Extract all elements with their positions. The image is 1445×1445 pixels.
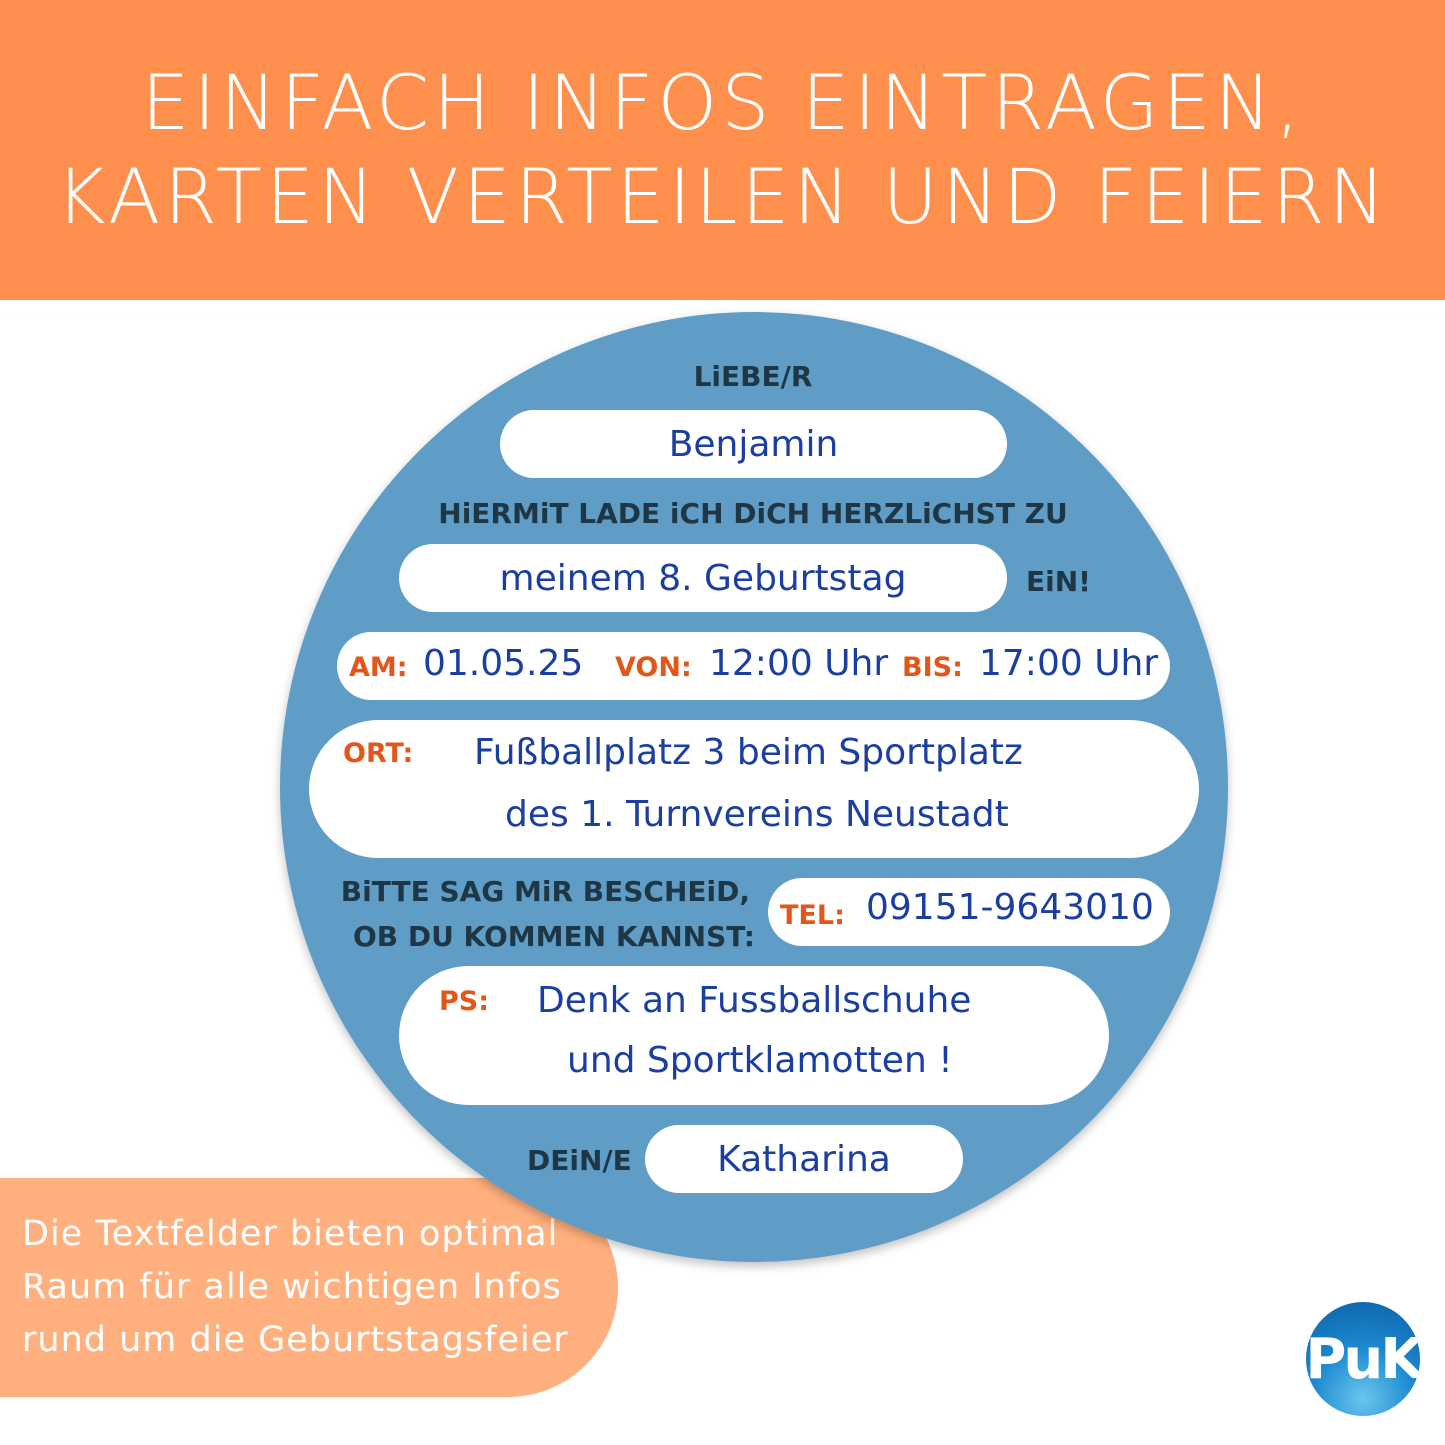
info-callout: Die Textfelder bieten optimal Raum für a… [0, 1178, 618, 1397]
headline-line-1: EINFACH INFOS EINTRAGEN, [141, 58, 1304, 147]
from-person: Katharina [717, 1138, 891, 1180]
place-field[interactable]: ORT: Fußballplatz 3 beim Sportplatz des … [309, 720, 1199, 858]
date-value: 01.05.25 [423, 643, 584, 684]
headline-banner: EINFACH INFOS EINTRAGEN, KARTEN VERTEILE… [0, 0, 1445, 300]
place-label: ORT: [343, 738, 414, 769]
place-line-1: Fußballplatz 3 beim Sportplatz [474, 732, 1023, 773]
guest-name-field[interactable]: Benjamin [500, 410, 1007, 478]
occasion-suffix: EiN! [1026, 565, 1091, 598]
dear-label: LiEBE/R [693, 360, 813, 393]
date-time-field[interactable]: AM: 01.05.25 VON: 12:00 Uhr BIS: 17:00 U… [337, 632, 1170, 700]
to-value: 17:00 Uhr [979, 643, 1159, 684]
ps-field[interactable]: PS: Denk an Fussballschuhe und Sportklam… [399, 966, 1109, 1105]
callout-line: rund um die Geburtstagsfeier [22, 1320, 569, 1360]
callout-line: Raum für alle wichtigen Infos [22, 1267, 562, 1307]
headline-line-2: KARTEN VERTEILEN UND FEIERN [55, 152, 1390, 241]
invite-text: HiERMiT LADE iCH DiCH HERZLiCHST ZU [438, 497, 1068, 530]
to-label: BIS: [902, 652, 963, 683]
rsvp-line-2: OB DU KOMMEN KANNST: [352, 920, 755, 953]
rsvp-line-1: BiTTE SAG MiR BESCHEiD, [340, 875, 750, 908]
from-label: VON: [615, 652, 692, 683]
ps-label: PS: [439, 986, 490, 1017]
guest-name: Benjamin [668, 423, 839, 465]
occasion-field[interactable]: meinem 8. Geburtstag [399, 544, 1007, 612]
callout-line: Die Textfelder bieten optimal [22, 1214, 559, 1254]
place-line-2: des 1. Turnvereins Neustadt [505, 794, 1009, 835]
tel-value: 09151-9643010 [866, 887, 1154, 928]
from-value: 12:00 Uhr [709, 643, 889, 684]
date-label: AM: [349, 652, 408, 683]
from-person-label: DEiN/E [527, 1144, 632, 1177]
phone-field[interactable]: TEL: 09151-9643010 [768, 878, 1170, 946]
from-person-field[interactable]: Katharina [645, 1125, 963, 1193]
ps-line-1: Denk an Fussballschuhe [537, 980, 972, 1021]
tel-label: TEL: [780, 900, 845, 931]
puk-logo: PuK [1306, 1302, 1420, 1416]
logo-text: PuK [1306, 1326, 1420, 1392]
ps-line-2: und Sportklamotten ! [567, 1040, 953, 1081]
occasion: meinem 8. Geburtstag [499, 557, 907, 599]
